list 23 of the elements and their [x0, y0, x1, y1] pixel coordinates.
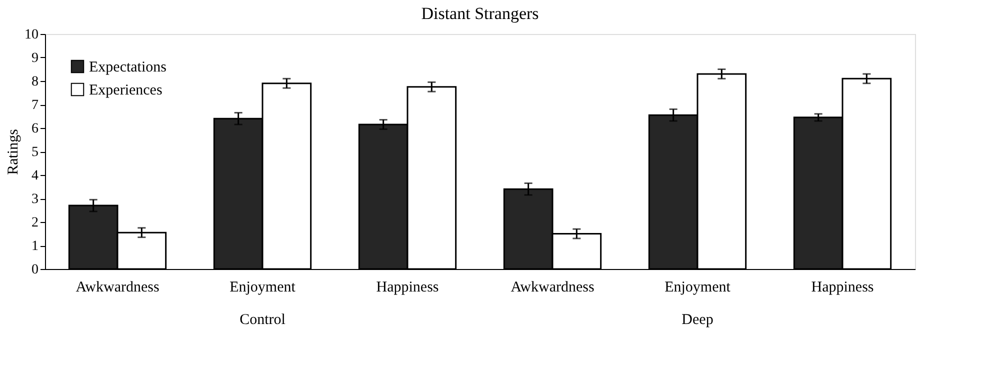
y-tick-label: 1 — [32, 239, 38, 254]
y-tick-label: 2 — [32, 216, 38, 230]
y-tick-label: 6 — [32, 122, 38, 136]
text: Control — [240, 312, 286, 328]
y-axis-title: Ratings — [6, 128, 22, 175]
y-tick-label: 3 — [32, 192, 38, 207]
legend-label: Experiences — [89, 82, 162, 98]
x-tick-label: Happiness — [376, 280, 439, 296]
chart-title: Distant Strangers — [421, 4, 539, 23]
x-tick-label: Awkwardness — [510, 280, 594, 296]
y-tick-label: 4 — [32, 168, 38, 184]
y-tick-label: 8 — [32, 74, 38, 90]
x-tick-label: Enjoyment — [664, 280, 732, 296]
y-tick-label: 10 — [24, 28, 38, 42]
x-tick-label: Happiness — [811, 280, 874, 296]
y-tick-label: 7 — [32, 98, 38, 113]
x-tick-label: Awkwardness — [76, 280, 160, 296]
y-tick-label: 9 — [32, 51, 38, 66]
y-tick-label: 0 — [32, 262, 38, 278]
y-tick-label: 5 — [32, 145, 38, 160]
legend-label: Expectations — [89, 60, 167, 76]
text: Deep — [682, 312, 714, 328]
x-tick-label: Enjoyment — [230, 280, 296, 296]
